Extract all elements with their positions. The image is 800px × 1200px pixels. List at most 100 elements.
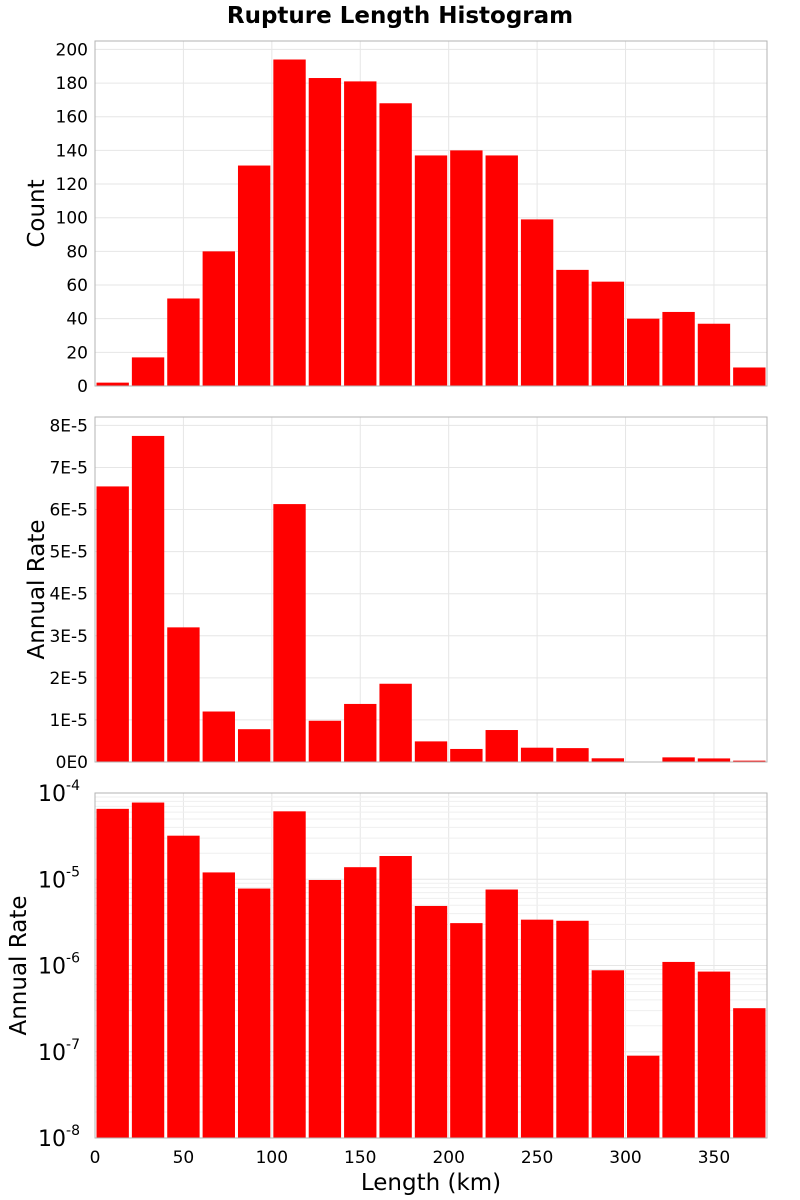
histogram-bar [237, 888, 271, 1138]
y-tick-label: 80 [66, 242, 88, 262]
histogram-bar [202, 711, 235, 762]
y-tick-base: 10 [38, 782, 66, 807]
histogram-bar [520, 219, 554, 386]
histogram-bar [520, 747, 554, 762]
y-tick-label: 20 [66, 343, 88, 363]
y-tick-label: 5E-5 [49, 543, 88, 563]
y-tick-label: 100 [56, 209, 88, 229]
x-tick-label: 150 [344, 1148, 376, 1168]
y-tick-label: 10-5 [38, 864, 80, 893]
histogram-bar [450, 748, 483, 762]
histogram-bar [96, 382, 129, 386]
x-axis-label: Length (km) [361, 1170, 501, 1196]
x-tick-label: 250 [521, 1148, 553, 1168]
y-axis-label: Count [24, 179, 50, 247]
y-tick-label: 3E-5 [49, 627, 88, 647]
histogram-bar [556, 920, 589, 1138]
histogram-bar [485, 730, 518, 762]
plot-frame [94, 416, 768, 763]
y-tick-base: 10 [38, 1127, 66, 1152]
histogram-bar [485, 155, 518, 386]
y-axis-label: Annual Rate [6, 896, 32, 1036]
histogram-bar [697, 758, 731, 762]
histogram-bar [697, 323, 731, 386]
histogram-bar [273, 811, 306, 1138]
histogram-bar [733, 760, 766, 762]
histogram-bar [662, 961, 695, 1138]
histogram-bar [237, 165, 271, 386]
histogram-bar [131, 435, 165, 762]
histogram-bar [627, 1055, 660, 1138]
y-tick-label: 0 [77, 377, 88, 397]
y-tick-label: 120 [56, 175, 88, 195]
y-tick-label: 10-7 [38, 1037, 80, 1066]
y-tick-label: 0E0 [56, 753, 88, 773]
histogram-bar [450, 150, 483, 386]
histogram-bar [273, 504, 306, 762]
histogram-bar [697, 971, 731, 1138]
x-tick-label: 50 [173, 1148, 195, 1168]
histogram-bar [379, 856, 412, 1138]
y-tick-exponent: -7 [66, 1037, 80, 1053]
histogram-bar [414, 905, 448, 1138]
histogram-bar [627, 318, 660, 386]
histogram-bar [485, 889, 518, 1138]
histogram-bar [202, 872, 235, 1138]
histogram-bar [591, 970, 625, 1138]
y-tick-label: 140 [56, 141, 88, 161]
histogram-bar [556, 748, 589, 762]
y-tick-label: 180 [56, 74, 88, 94]
histogram-bar [131, 802, 165, 1138]
histogram-bar [379, 683, 412, 762]
histogram-bar [556, 269, 589, 386]
histogram-bar [733, 367, 766, 386]
histogram-bar [167, 627, 200, 762]
y-tick-base: 10 [38, 1041, 66, 1066]
y-tick-label: 6E-5 [49, 501, 88, 521]
y-tick-label: 200 [56, 40, 88, 60]
histogram-bar [237, 729, 271, 762]
y-tick-label: 4E-5 [49, 585, 88, 605]
y-tick-exponent: -8 [66, 1123, 80, 1139]
y-tick-label: 60 [66, 276, 88, 296]
y-tick-label: 8E-5 [49, 416, 88, 436]
x-tick-label: 200 [432, 1148, 464, 1168]
histogram-bar [662, 311, 695, 386]
y-tick-label: 40 [66, 310, 88, 330]
histogram-bar [344, 81, 377, 386]
y-tick-label: 7E-5 [49, 458, 88, 478]
annual-rate-linear-panel: 0E0 1E-5 2E-5 3E-5 4E-5 5E-5 6E-5 7E-5 8E-5 Annua… [24, 416, 768, 773]
plot-frame [94, 792, 768, 1139]
histogram-bar [202, 251, 235, 386]
y-tick-exponent: -6 [66, 951, 80, 967]
histogram-bar [662, 757, 695, 762]
histogram-bar [520, 919, 554, 1138]
y-tick-exponent: -5 [66, 864, 80, 880]
histogram-bar [379, 103, 412, 386]
histogram-bar [273, 59, 306, 386]
y-tick-label: 10-8 [38, 1123, 80, 1152]
x-tick-label: 100 [256, 1148, 288, 1168]
histogram-bar [308, 880, 342, 1138]
y-tick-base: 10 [38, 868, 66, 893]
histogram-bar [96, 486, 129, 762]
histogram-bar [308, 78, 342, 387]
histogram-bar [167, 298, 200, 386]
histogram-bar [733, 1008, 766, 1138]
x-tick-label: 350 [698, 1148, 730, 1168]
histogram-bar [96, 808, 129, 1138]
histogram-bar [414, 741, 448, 762]
plot-frame [94, 40, 768, 387]
y-tick-label: 160 [56, 108, 88, 128]
histogram-bar [591, 758, 625, 762]
histogram-bar [308, 720, 342, 762]
y-tick-exponent: -4 [66, 778, 80, 794]
histogram-bar [344, 703, 377, 762]
y-tick-label: 10-4 [38, 778, 80, 807]
y-tick-base: 10 [38, 955, 66, 980]
histogram-bar [450, 923, 483, 1138]
y-tick-label: 2E-5 [49, 669, 88, 689]
histogram-bar [131, 357, 165, 386]
